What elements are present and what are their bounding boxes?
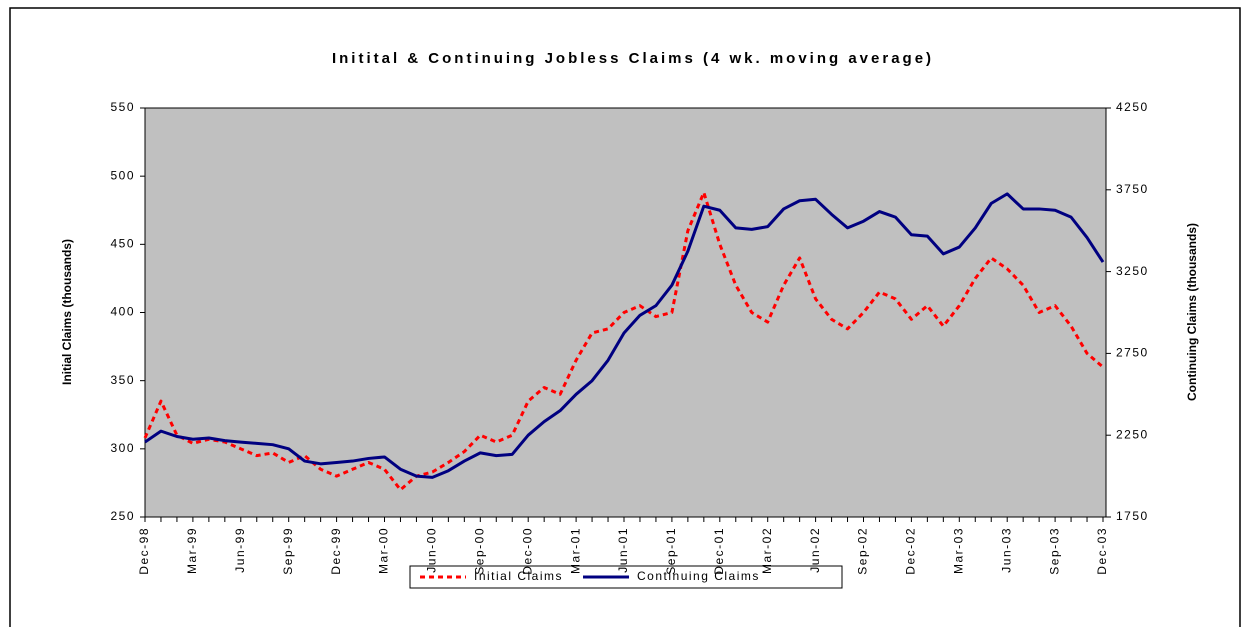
y2-tick-label: 3250 [1116,264,1149,278]
y-tick-label: 400 [110,305,135,319]
y-axis-title: Initial Claims (thousands) [60,239,74,385]
x-tick-label: Dec-01 [712,527,726,575]
x-tick-label: Dec-02 [904,527,918,575]
y2-tick-label: 2750 [1116,346,1149,360]
x-tick-label: Sep-02 [856,527,870,575]
y-tick-label: 250 [110,509,135,523]
y-tick-label: 300 [110,441,135,455]
series-line [144,192,1105,479]
y2-tick-label: 3750 [1116,182,1149,196]
x-tick-label: Sep-99 [281,527,295,575]
x-tick-label: Dec-98 [137,527,151,575]
x-tick-label: Sep-01 [664,527,678,575]
y-tick-label: 500 [110,168,135,182]
x-tick-label: Dec-99 [329,527,343,575]
x-tick-label: Dec-00 [520,527,534,575]
y2-tick-label: 2250 [1116,427,1149,441]
x-tick-label: Mar-02 [760,527,774,574]
y2-axis-title: Continuing Claims (thousands) [1185,223,1199,401]
x-tick-label: Sep-00 [472,527,486,575]
chart-title: Initital & Continuing Jobless Claims (4 … [332,50,934,67]
y-tick-label: 350 [110,373,135,387]
x-tick-label: Mar-99 [185,527,199,574]
y2-tick-label: 1750 [1116,509,1149,523]
x-tick-label: Dec-03 [1095,527,1109,575]
x-tick-label: Sep-03 [1047,527,1061,575]
y-tick-label: 550 [110,100,135,114]
x-tick-label: Mar-01 [568,527,582,574]
x-tick-label: Mar-03 [951,527,965,574]
x-tick-label: Jun-02 [808,527,822,573]
x-tick-label: Jun-01 [616,527,630,573]
legend-label: Initial Claims [474,569,563,583]
x-tick-label: Jun-03 [999,527,1013,573]
x-tick-label: Jun-99 [233,527,247,573]
y2-tick-label: 4250 [1116,100,1149,114]
y-tick-label: 450 [110,237,135,251]
x-tick-label: Jun-00 [425,527,439,573]
legend-label: Continuing Claims [637,569,760,583]
x-tick-label: Mar-00 [377,527,391,574]
series-line [143,191,1104,492]
